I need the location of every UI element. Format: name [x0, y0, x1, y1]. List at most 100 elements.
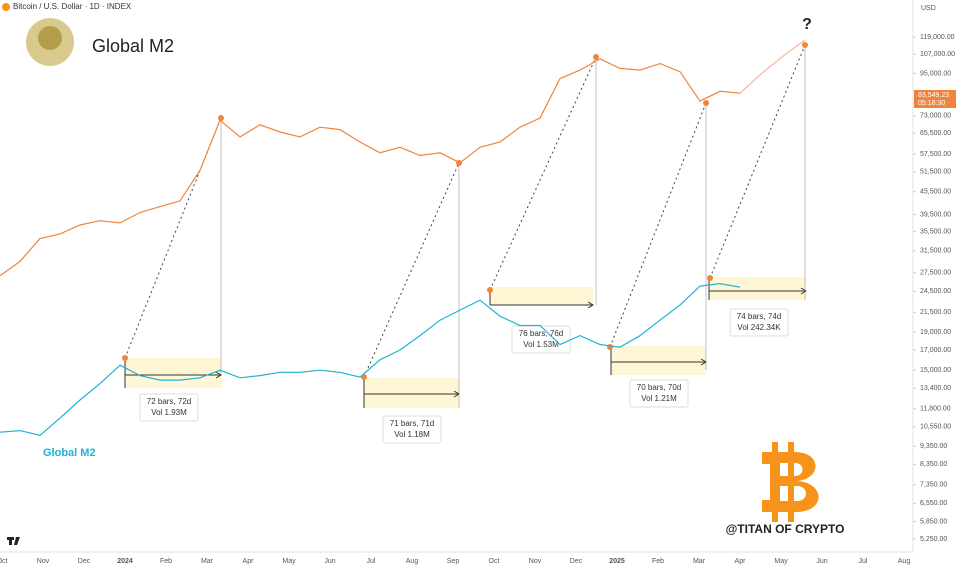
arrow-head	[587, 301, 594, 309]
price-label-box	[914, 90, 956, 108]
price-label: 83,549.23	[918, 92, 949, 99]
annotation: Vol 242.34K	[737, 323, 781, 332]
annotation: Vol 1.21M	[641, 394, 677, 403]
y-tick-label: 35,500.00	[920, 229, 951, 236]
pivot-dot	[122, 355, 128, 361]
annotation-box	[629, 379, 689, 408]
x-tick-label: Jul	[367, 558, 376, 565]
measure-box	[709, 277, 806, 300]
x-tick-label: Jun	[324, 558, 335, 565]
y-tick-label: 8,350.00	[920, 461, 947, 468]
y-tick-label: 107,000.00	[920, 51, 955, 58]
y-tick-label: 6,550.00	[920, 500, 947, 507]
y-tick-label: 24,500.00	[920, 288, 951, 295]
bitcoin-logo	[762, 442, 819, 522]
watermark: @TITAN OF CRYPTO	[726, 522, 845, 536]
y-tick-label: 65,500.00	[920, 130, 951, 137]
x-tick-label: Feb	[652, 558, 664, 565]
x-tick-label: Jun	[816, 558, 827, 565]
x-tick-label: Mar	[201, 558, 214, 565]
axis-unit: USD	[921, 5, 936, 12]
pivot-dot	[707, 275, 713, 281]
annotation: 76 bars, 76d	[519, 329, 563, 338]
x-tick-label: May	[282, 558, 296, 565]
pivot-dot	[607, 344, 613, 350]
x-tick-label: Aug	[898, 558, 911, 565]
x-tick-label: Oct	[0, 558, 7, 565]
x-tick-label: 2025	[609, 558, 625, 565]
y-tick-label: 73,000.00	[920, 113, 951, 120]
dotted-link	[709, 44, 806, 279]
y-tick-label: 51,500.00	[920, 169, 951, 176]
y-tick-label: 5,850.00	[920, 518, 947, 525]
y-tick-label: 95,000.00	[920, 70, 951, 77]
annotation: 74 bars, 74d	[737, 312, 781, 321]
x-tick-label: Dec	[570, 558, 583, 565]
dotted-link	[363, 162, 460, 378]
measurements	[122, 42, 808, 444]
x-tick-label: Mar	[693, 558, 706, 565]
chart-title: Global M2	[92, 36, 174, 56]
x-tick-label: Nov	[37, 558, 50, 565]
arrow-head	[800, 287, 807, 295]
measure-box	[611, 346, 706, 375]
y-tick-label: 11,800.00	[920, 406, 951, 413]
y-tick-label: 39,500.00	[920, 211, 951, 218]
symbol-icon	[2, 3, 10, 11]
x-tick-label: Apr	[735, 558, 747, 565]
dotted-link	[609, 102, 707, 348]
series-line	[0, 58, 741, 277]
pivot-dot	[802, 42, 808, 48]
y-tick-label: 19,000.00	[920, 329, 951, 336]
tv-logo	[7, 537, 20, 545]
y-tick-label: 5,250.00	[920, 536, 947, 543]
y-tick-label: 7,350.00	[920, 482, 947, 489]
pivot-dot	[487, 287, 493, 293]
annotation: 70 bars, 70d	[637, 383, 681, 392]
pivot-dot	[593, 54, 599, 60]
x-tick-label: 2024	[117, 558, 133, 565]
x-tick-label: Nov	[529, 558, 542, 565]
pivot-dot	[703, 100, 709, 106]
annotation: 72 bars, 72d	[147, 397, 191, 406]
y-tick-label: 31,500.00	[920, 248, 951, 255]
x-tick-label: Dec	[78, 558, 91, 565]
series-line	[0, 282, 741, 436]
y-tick-label: 57,500.00	[920, 151, 951, 158]
header: Bitcoin / U.S. Dollar · 1D · INDEX	[13, 2, 132, 11]
pivot-dot	[218, 115, 224, 121]
annotation: Vol 1.53M	[523, 340, 559, 349]
y-tick-label: 21,500.00	[920, 309, 951, 316]
annotation: 71 bars, 71d	[390, 419, 434, 428]
annotation-box	[729, 308, 789, 337]
y-tick-label: 15,000.00	[920, 367, 951, 374]
x-tick-label: Apr	[243, 558, 255, 565]
x-tick-label: May	[774, 558, 788, 565]
x-tick-label: Sep	[447, 558, 460, 565]
y-tick-label: 27,500.00	[920, 270, 951, 277]
annotation: Vol 1.18M	[394, 430, 430, 439]
y-tick-label: 13,400.00	[920, 385, 951, 392]
measure-box	[364, 378, 459, 408]
y-tick-label: 45,500.00	[920, 189, 951, 196]
countdown: 05:18:30	[918, 100, 945, 107]
y-tick-label: 119,000.00	[920, 34, 955, 41]
y-tick-label: 10,550.00	[920, 424, 951, 431]
measure-box	[125, 358, 221, 388]
series-label: Global M2	[43, 447, 96, 459]
question-mark: ?	[802, 16, 812, 33]
annotation-box	[139, 393, 199, 422]
series-line	[739, 39, 806, 94]
y-tick-label: 17,000.00	[920, 347, 951, 354]
measure-box	[490, 287, 593, 305]
avatar	[38, 26, 62, 50]
annotation: Vol 1.93M	[151, 408, 187, 417]
y-tick-label: 9,350.00	[920, 443, 947, 450]
x-tick-label: Jul	[859, 558, 868, 565]
x-tick-label: Aug	[406, 558, 419, 565]
annotation-box	[382, 415, 442, 444]
x-tick-label: Feb	[160, 558, 172, 565]
x-tick-label: Oct	[489, 558, 500, 565]
